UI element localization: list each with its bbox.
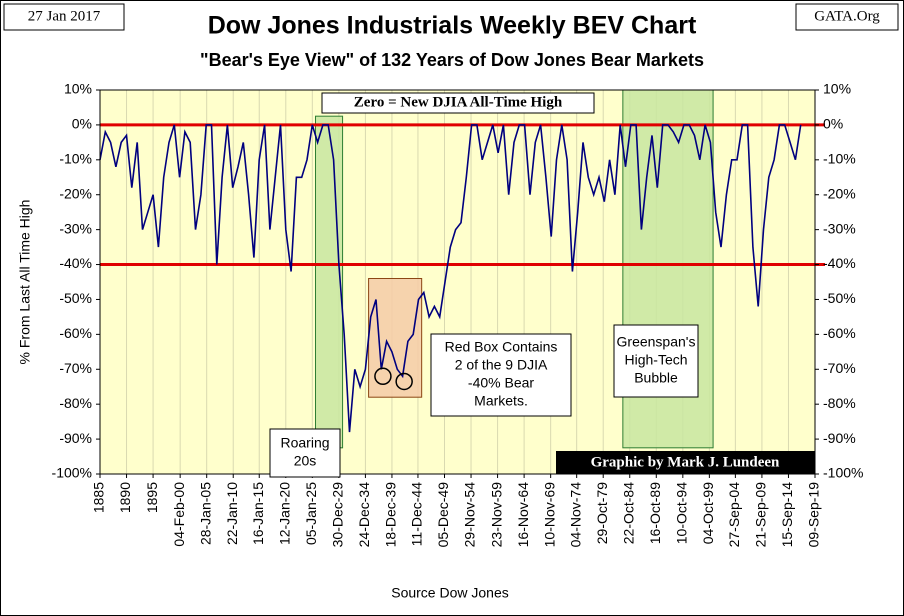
y2-tick-label: -20% [823, 185, 856, 201]
annotation-box [321, 92, 595, 114]
x-tick-label: 10-Nov-69 [541, 482, 557, 548]
x-tick-label: 1885 [91, 482, 107, 513]
source: Source Dow Jones [391, 585, 509, 601]
x-tick-label: 05-Jan-25 [303, 482, 319, 545]
y-tick-label: -40% [59, 255, 92, 271]
x-tick-label: 15-Sep-14 [779, 482, 795, 548]
annotation-text: Zero = New DJIA All-Time High [354, 94, 563, 110]
x-tick-label: 05-Dec-49 [435, 482, 451, 548]
chart-subtitle: "Bear's Eye View" of 132 Years of Dow Jo… [200, 50, 704, 70]
y-tick-label: -100% [52, 465, 92, 481]
bear-market-low-marker [374, 367, 392, 386]
y-tick-label: -70% [59, 360, 92, 376]
credit-box [556, 451, 815, 474]
annotation-text: Markets. [474, 393, 528, 409]
x-tick-label: 04-Nov-74 [567, 482, 583, 548]
x-tick-label: 27-Sep-04 [726, 482, 742, 548]
x-tick-label: 11-Dec-44 [409, 482, 425, 547]
y2-tick-label: -10% [823, 151, 856, 167]
x-tick-label: 16-Oct-89 [647, 482, 663, 544]
x-tick-label: 10-Oct-94 [674, 482, 690, 544]
site-box [795, 3, 899, 31]
annotation-text: 20s [294, 453, 317, 469]
x-tick-label: 29-Oct-79 [594, 482, 610, 544]
annotation-text: 2 of the 9 DJIA [455, 357, 548, 373]
y-tick-label: -20% [59, 185, 92, 201]
x-tick-label: 18-Dec-39 [383, 482, 399, 548]
plot-border [99, 89, 816, 475]
annotation-text: Roaring [280, 435, 329, 451]
highlight-region [315, 115, 344, 449]
x-tick-label: 24-Dec-34 [356, 482, 372, 548]
date-box [3, 3, 125, 31]
x-tick-label: 16-Jan-15 [250, 482, 266, 545]
y-tick-label: 0% [72, 116, 92, 132]
y2-tick-label: 10% [823, 81, 851, 97]
y-axis-label: % From Last All Time High [17, 200, 33, 365]
y-tick-label: -80% [59, 395, 92, 411]
y2-tick-label: -40% [823, 255, 856, 271]
x-tick-label: 23-Nov-59 [488, 482, 504, 548]
y2-tick-label: -50% [823, 290, 856, 306]
y2-tick-label: -60% [823, 325, 856, 341]
x-tick-label: 04-Oct-99 [700, 482, 716, 544]
y-tick-label: -10% [59, 151, 92, 167]
annotation-box [613, 324, 699, 398]
y2-tick-label: 0% [823, 116, 843, 132]
x-tick-label: 12-Jan-20 [276, 482, 292, 545]
y2-tick-label: -80% [823, 395, 856, 411]
y2-tick-label: -90% [823, 430, 856, 446]
y-tick-label: -60% [59, 325, 92, 341]
x-tick-label: 28-Jan-05 [197, 482, 213, 545]
x-tick-label: 30-Dec-29 [330, 482, 346, 548]
y2-tick-label: -70% [823, 360, 856, 376]
y-tick-label: -30% [59, 220, 92, 236]
x-tick-label: 22-Jan-10 [224, 482, 240, 545]
credit: Graphic by Mark J. Lundeen [591, 454, 780, 470]
x-tick-label: 22-Oct-84 [620, 482, 636, 544]
y2-tick-label: -100% [823, 465, 863, 481]
x-tick-label: 1890 [117, 482, 133, 513]
annotation-text: Red Box Contains [445, 339, 558, 355]
annotation-box [430, 333, 572, 417]
date-note: 27 Jan 2017 [28, 8, 101, 24]
x-tick-label: 16-Nov-64 [515, 482, 531, 548]
y-tick-label: 10% [64, 81, 92, 97]
chart-title: Dow Jones Industrials Weekly BEV Chart [208, 12, 697, 40]
x-tick-label: 29-Nov-54 [462, 482, 478, 548]
y-tick-label: -90% [59, 430, 92, 446]
x-tick-label: 09-Sep-19 [806, 482, 822, 548]
highlight-region [368, 278, 423, 398]
bear-market-low-marker [395, 372, 413, 391]
x-tick-label: 21-Sep-09 [753, 482, 769, 548]
x-tick-label: 1895 [144, 482, 160, 513]
annotation-box [269, 428, 341, 478]
annotation-text: Bubble [634, 370, 678, 386]
data-line [99, 124, 802, 433]
y-tick-label: -50% [59, 290, 92, 306]
annotation-text: Greenspan's [617, 334, 696, 350]
x-tick-label: 04-Feb-00 [171, 482, 187, 547]
annotation-text: High-Tech [624, 352, 687, 368]
y2-tick-label: -30% [823, 220, 856, 236]
site: GATA.Org [814, 8, 880, 24]
annotation-text: -40% Bear [468, 375, 534, 391]
